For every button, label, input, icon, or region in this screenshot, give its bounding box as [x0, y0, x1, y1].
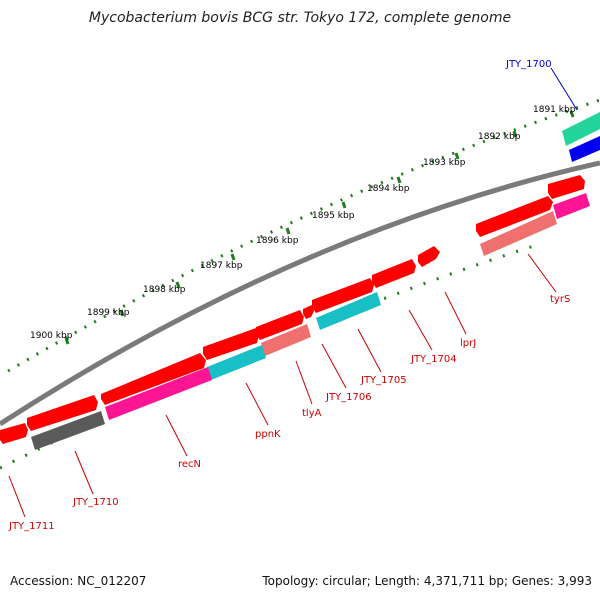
accession-text: Accession: NC_012207	[10, 574, 147, 588]
gene-arrow	[27, 395, 98, 431]
genome-backbone	[0, 160, 600, 427]
gene-arrow	[207, 345, 266, 380]
leader-line	[408, 309, 433, 351]
gene-arrow	[105, 367, 212, 420]
gene-arrow	[480, 211, 557, 256]
gene-arrow	[203, 328, 259, 360]
leader-line	[245, 382, 269, 426]
gene-arrow	[553, 193, 590, 219]
gene-arrow	[418, 246, 440, 267]
reverse-strand-genes	[31, 193, 590, 450]
gene-arrow	[261, 324, 311, 356]
leader-line	[444, 291, 467, 335]
leader-line	[8, 475, 26, 518]
scale-ring	[7, 98, 600, 373]
scale-tick	[230, 253, 236, 261]
scale-label: 1893 kbp	[423, 158, 466, 168]
gene-label-ppnk: ppnK	[255, 429, 281, 440]
scale-tick	[285, 227, 291, 235]
gene-label-jty-1710: JTY_1710	[72, 497, 119, 508]
gene-label-lprj: lprJ	[460, 338, 476, 349]
gene-arrow	[303, 305, 314, 319]
gene-label-jty-1704: JTY_1704	[410, 354, 457, 365]
scale-label: 1894 kbp	[367, 184, 410, 194]
label-leaders	[8, 67, 578, 518]
gene-label-jty-1711: JTY_1711	[8, 521, 55, 532]
gene-arrow	[372, 259, 416, 288]
gene-arrow	[316, 292, 381, 330]
scale-tick	[64, 337, 70, 345]
gene-label-jty-1700: JTY_1700	[505, 59, 552, 70]
gene-arrow	[0, 423, 28, 444]
gene-arrow	[101, 353, 206, 405]
leader-line	[321, 343, 347, 389]
scale-tick	[396, 176, 402, 184]
gene-arrow	[256, 310, 304, 340]
scale-tick	[341, 201, 347, 209]
gene-arrow	[476, 196, 553, 237]
scale-tick	[454, 152, 460, 160]
scale-label: 1899 kbp	[87, 308, 130, 318]
scale-label: 1898 kbp	[143, 285, 186, 295]
scale-tick	[512, 130, 518, 138]
scale-label: 1896 kbp	[256, 236, 299, 246]
scale-label: 1892 kbp	[478, 132, 521, 142]
gene-label-recn: recN	[178, 459, 201, 470]
leader-line	[527, 253, 557, 293]
topology-summary: Topology: circular; Length: 4,371,711 bp…	[262, 574, 592, 588]
gene-label-jty-1706: JTY_1706	[325, 392, 372, 403]
leader-line	[550, 67, 578, 111]
scale-label: 1895 kbp	[312, 211, 355, 221]
scale-label: 1891 kbp	[533, 105, 576, 115]
scale-tick	[119, 309, 125, 317]
scale-label: 1897 kbp	[200, 261, 243, 271]
scale-tick	[175, 281, 181, 289]
gene-label-tyrs: tyrS	[550, 294, 570, 305]
gene-arrow	[569, 136, 600, 162]
scale-tick	[569, 110, 575, 118]
gene-arrow	[31, 411, 105, 450]
leader-line	[295, 360, 313, 405]
gene-arrow	[548, 175, 585, 199]
gene-arrow	[312, 278, 374, 313]
gene-arrow	[562, 112, 600, 146]
leader-line	[74, 450, 94, 495]
leader-line	[165, 414, 188, 457]
scale-label: 1900 kbp	[30, 331, 73, 341]
scale-major-ticks	[64, 110, 575, 345]
leader-line	[357, 328, 382, 373]
gene-label-tlya: tlyA	[302, 408, 322, 419]
top-right-genes	[562, 112, 600, 162]
forward-strand-genes	[0, 175, 585, 444]
map-title: Mycobacterium bovis BCG str. Tokyo 172, …	[88, 10, 512, 26]
gene-label-jty-1705: JTY_1705	[360, 375, 407, 386]
